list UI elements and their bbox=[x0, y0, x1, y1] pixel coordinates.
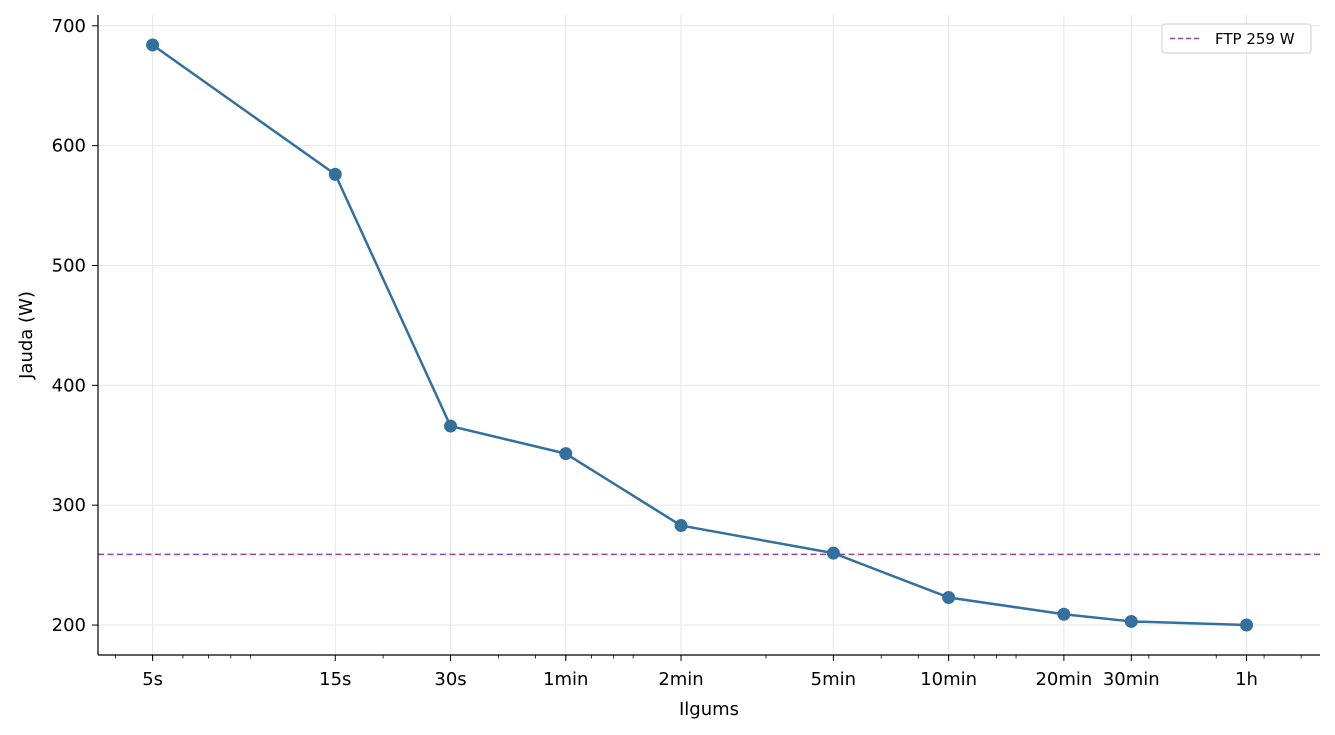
x-tick-label: 30s bbox=[434, 669, 466, 690]
y-tick-label: 700 bbox=[52, 16, 86, 37]
data-point bbox=[826, 546, 840, 560]
data-point bbox=[146, 38, 160, 52]
data-point bbox=[1240, 618, 1254, 632]
x-tick-label: 1h bbox=[1235, 669, 1258, 690]
data-point bbox=[674, 519, 688, 533]
axes bbox=[97, 15, 1320, 656]
x-tick-label: 5s bbox=[142, 669, 163, 690]
x-tick-label: 5min bbox=[811, 669, 856, 690]
y-tick-label: 600 bbox=[52, 136, 86, 157]
y-axis-label: Jauda (W) bbox=[16, 291, 37, 380]
data-point bbox=[559, 447, 573, 461]
x-axis-label: Ilgums bbox=[679, 699, 739, 720]
legend-box bbox=[1161, 23, 1312, 54]
grid bbox=[98, 15, 1320, 655]
x-tick-label: 10min bbox=[920, 669, 977, 690]
data-point bbox=[1057, 607, 1071, 621]
y-tick-label: 200 bbox=[52, 615, 86, 636]
ticks: 5s 15s 30s 1min 2min 5min 10min 20min 30min 1h 200… bbox=[52, 16, 1302, 690]
x-tick-label: 15s bbox=[319, 669, 351, 690]
y-tick-label: 500 bbox=[52, 255, 86, 276]
x-tick-label: 2min bbox=[658, 669, 703, 690]
data-point bbox=[444, 419, 458, 433]
x-tick-label: 20min bbox=[1035, 669, 1092, 690]
series-line bbox=[151, 43, 1247, 627]
data-point bbox=[1124, 614, 1138, 628]
y-tick-label: 400 bbox=[52, 375, 86, 396]
x-tick-label: 1min bbox=[543, 669, 588, 690]
data-point bbox=[942, 590, 956, 604]
legend: FTP 259 W bbox=[1161, 23, 1312, 54]
y-tick-label: 300 bbox=[52, 495, 86, 516]
x-tick-label: 30min bbox=[1103, 669, 1160, 690]
series-group bbox=[146, 38, 1254, 632]
data-point bbox=[328, 167, 342, 181]
legend-label-ftp: FTP 259 W bbox=[1215, 30, 1295, 48]
